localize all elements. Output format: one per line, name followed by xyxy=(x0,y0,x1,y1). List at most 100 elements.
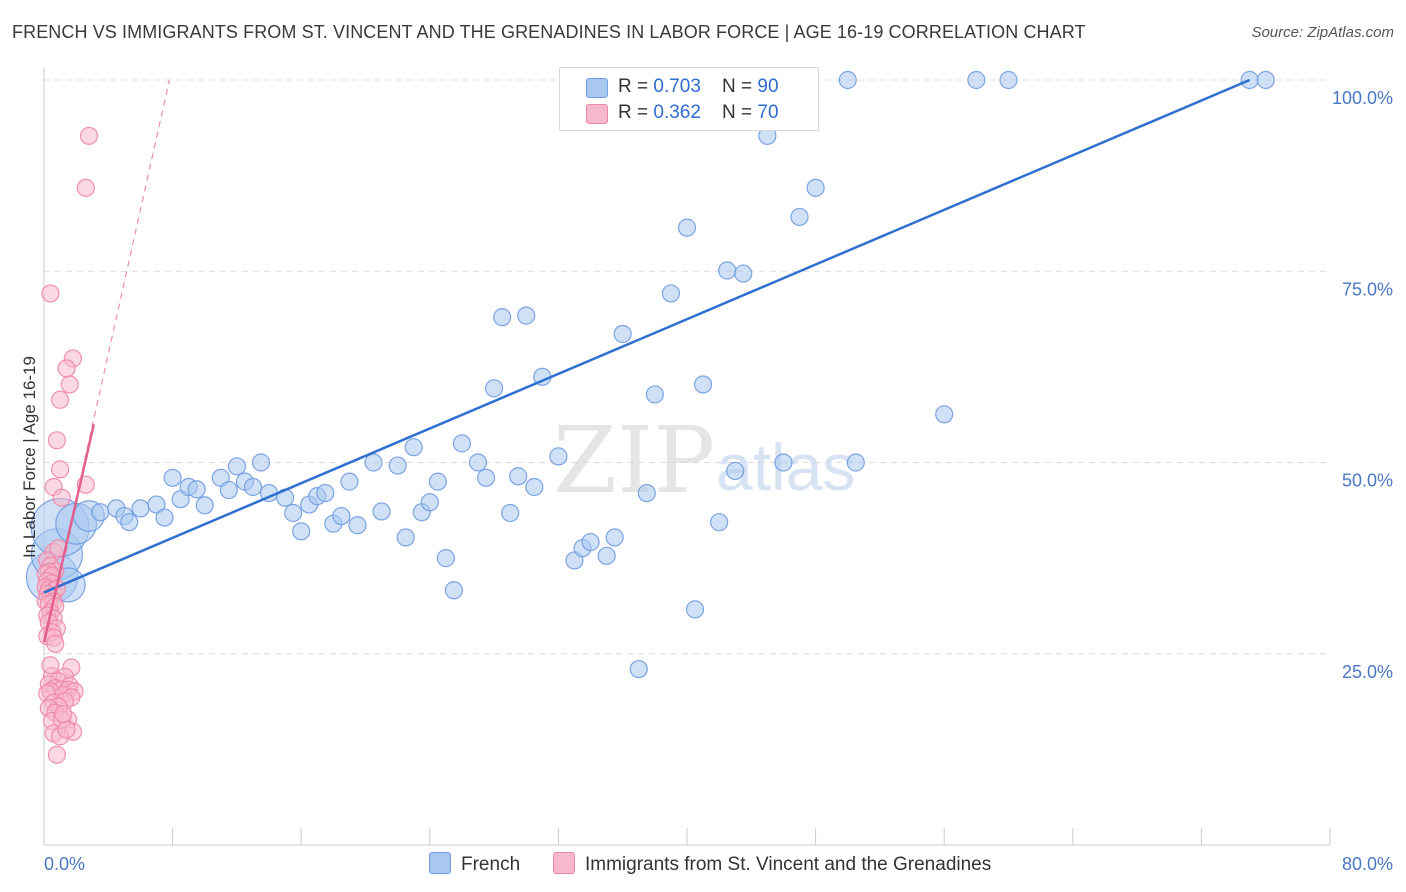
french-point xyxy=(388,456,407,475)
x-tick-labels: 0.0% 80.0% xyxy=(44,854,1393,874)
french-point xyxy=(292,522,311,541)
french-point xyxy=(284,503,303,523)
french-point xyxy=(501,503,520,523)
legend-item-french: French xyxy=(429,852,520,876)
french-point xyxy=(219,480,238,500)
immigrants-point xyxy=(60,375,79,394)
french-point xyxy=(935,405,954,424)
french-point xyxy=(452,434,472,453)
french-point xyxy=(404,438,423,457)
french-point xyxy=(685,600,705,619)
french-point xyxy=(485,379,504,398)
y-tick-labels: 25.0% 50.0% 75.0% 100.0% xyxy=(1332,88,1393,682)
french-point xyxy=(790,207,809,227)
french-point xyxy=(774,453,793,472)
legend-swatch-immigrants xyxy=(586,104,608,124)
immigrants-point xyxy=(47,745,66,764)
immigrants-point xyxy=(79,126,99,145)
french-point xyxy=(147,495,166,514)
legend-swatch-french xyxy=(586,78,608,98)
x-tick-label: 80.0% xyxy=(1342,854,1393,874)
french-point xyxy=(661,284,681,303)
immigrants-trend-line xyxy=(42,423,96,643)
french-point xyxy=(525,477,544,497)
french-point xyxy=(91,503,110,522)
french-point xyxy=(710,513,729,532)
french-point xyxy=(332,506,351,526)
immigrants-point xyxy=(50,460,70,479)
french-point xyxy=(838,70,857,90)
french-point xyxy=(726,461,745,481)
french-point xyxy=(677,218,697,237)
french-point xyxy=(163,468,182,487)
french-point xyxy=(613,324,632,344)
chart-title: FRENCH VS IMMIGRANTS FROM ST. VINCENT AN… xyxy=(12,22,1086,42)
french-point xyxy=(396,528,415,547)
legend-immigrants-stats: R = 0.362 N = 70 xyxy=(618,102,779,123)
french-point xyxy=(734,264,753,283)
y-tick-label: 75.0% xyxy=(1342,279,1393,299)
source-credit: Source: ZipAtlas.com xyxy=(1251,24,1394,41)
y-axis-label: In Labor Force | Age 16-19 xyxy=(20,356,39,558)
immigrants-point xyxy=(57,720,76,739)
immigrants-point xyxy=(41,284,60,303)
french-point xyxy=(581,532,600,552)
french-point xyxy=(597,546,616,565)
french-point xyxy=(364,453,383,472)
french-point xyxy=(1256,70,1275,90)
watermark: ZIP atlas xyxy=(553,407,855,514)
watermark-zip: ZIP xyxy=(553,407,715,514)
french-point xyxy=(718,261,737,280)
french-point xyxy=(155,508,174,527)
french-point xyxy=(195,496,214,515)
legend-label-french: French xyxy=(461,854,521,875)
grid-lines xyxy=(44,79,1330,655)
immigrants-point xyxy=(52,488,71,507)
french-point xyxy=(227,457,246,476)
french-point xyxy=(428,472,447,491)
legend-swatch-immigrants-bottom xyxy=(553,852,575,874)
french-point xyxy=(444,581,464,600)
immigrants-point xyxy=(50,390,70,409)
legend-item-immigrants: Immigrants from St. Vincent and the Gren… xyxy=(553,852,991,876)
immigrants-point xyxy=(46,634,65,653)
immigrants-point xyxy=(41,656,60,675)
legend-french-stats: R = 0.703 N = 90 xyxy=(618,76,779,97)
y-tick-label: 100.0% xyxy=(1332,88,1393,108)
french-point xyxy=(645,385,664,404)
immigrants-point xyxy=(47,431,66,450)
immigrants-trend-extension xyxy=(43,79,170,643)
french-point xyxy=(243,477,263,497)
french-point xyxy=(340,472,359,491)
french-point xyxy=(967,70,986,90)
french-point xyxy=(493,308,512,327)
french-point xyxy=(348,516,367,535)
french-point xyxy=(509,467,528,486)
french-point xyxy=(187,480,206,499)
french-point xyxy=(316,484,335,503)
french-point xyxy=(436,549,455,568)
trend-lines xyxy=(42,78,1251,643)
french-point xyxy=(468,453,488,472)
french-point xyxy=(693,375,713,394)
x-tick-label: 0.0% xyxy=(44,854,85,874)
y-tick-label: 25.0% xyxy=(1342,662,1393,682)
immigrants-point xyxy=(76,178,95,197)
french-point xyxy=(806,178,825,197)
french-point xyxy=(999,70,1018,90)
correlation-legend: R = 0.703 N = 90 R = 0.362 N = 70 xyxy=(559,67,819,131)
french-point xyxy=(605,528,624,547)
french-trend-line xyxy=(43,78,1251,594)
series-french xyxy=(25,70,1275,679)
french-point xyxy=(637,484,656,503)
x-ticks xyxy=(43,828,1331,845)
french-point xyxy=(549,447,568,466)
french-point xyxy=(251,453,271,472)
french-point xyxy=(120,513,139,532)
french-point xyxy=(517,306,536,325)
immigrants-point xyxy=(49,539,68,558)
french-point xyxy=(629,659,648,679)
immigrants-point xyxy=(54,705,73,724)
immigrants-point xyxy=(57,359,76,378)
